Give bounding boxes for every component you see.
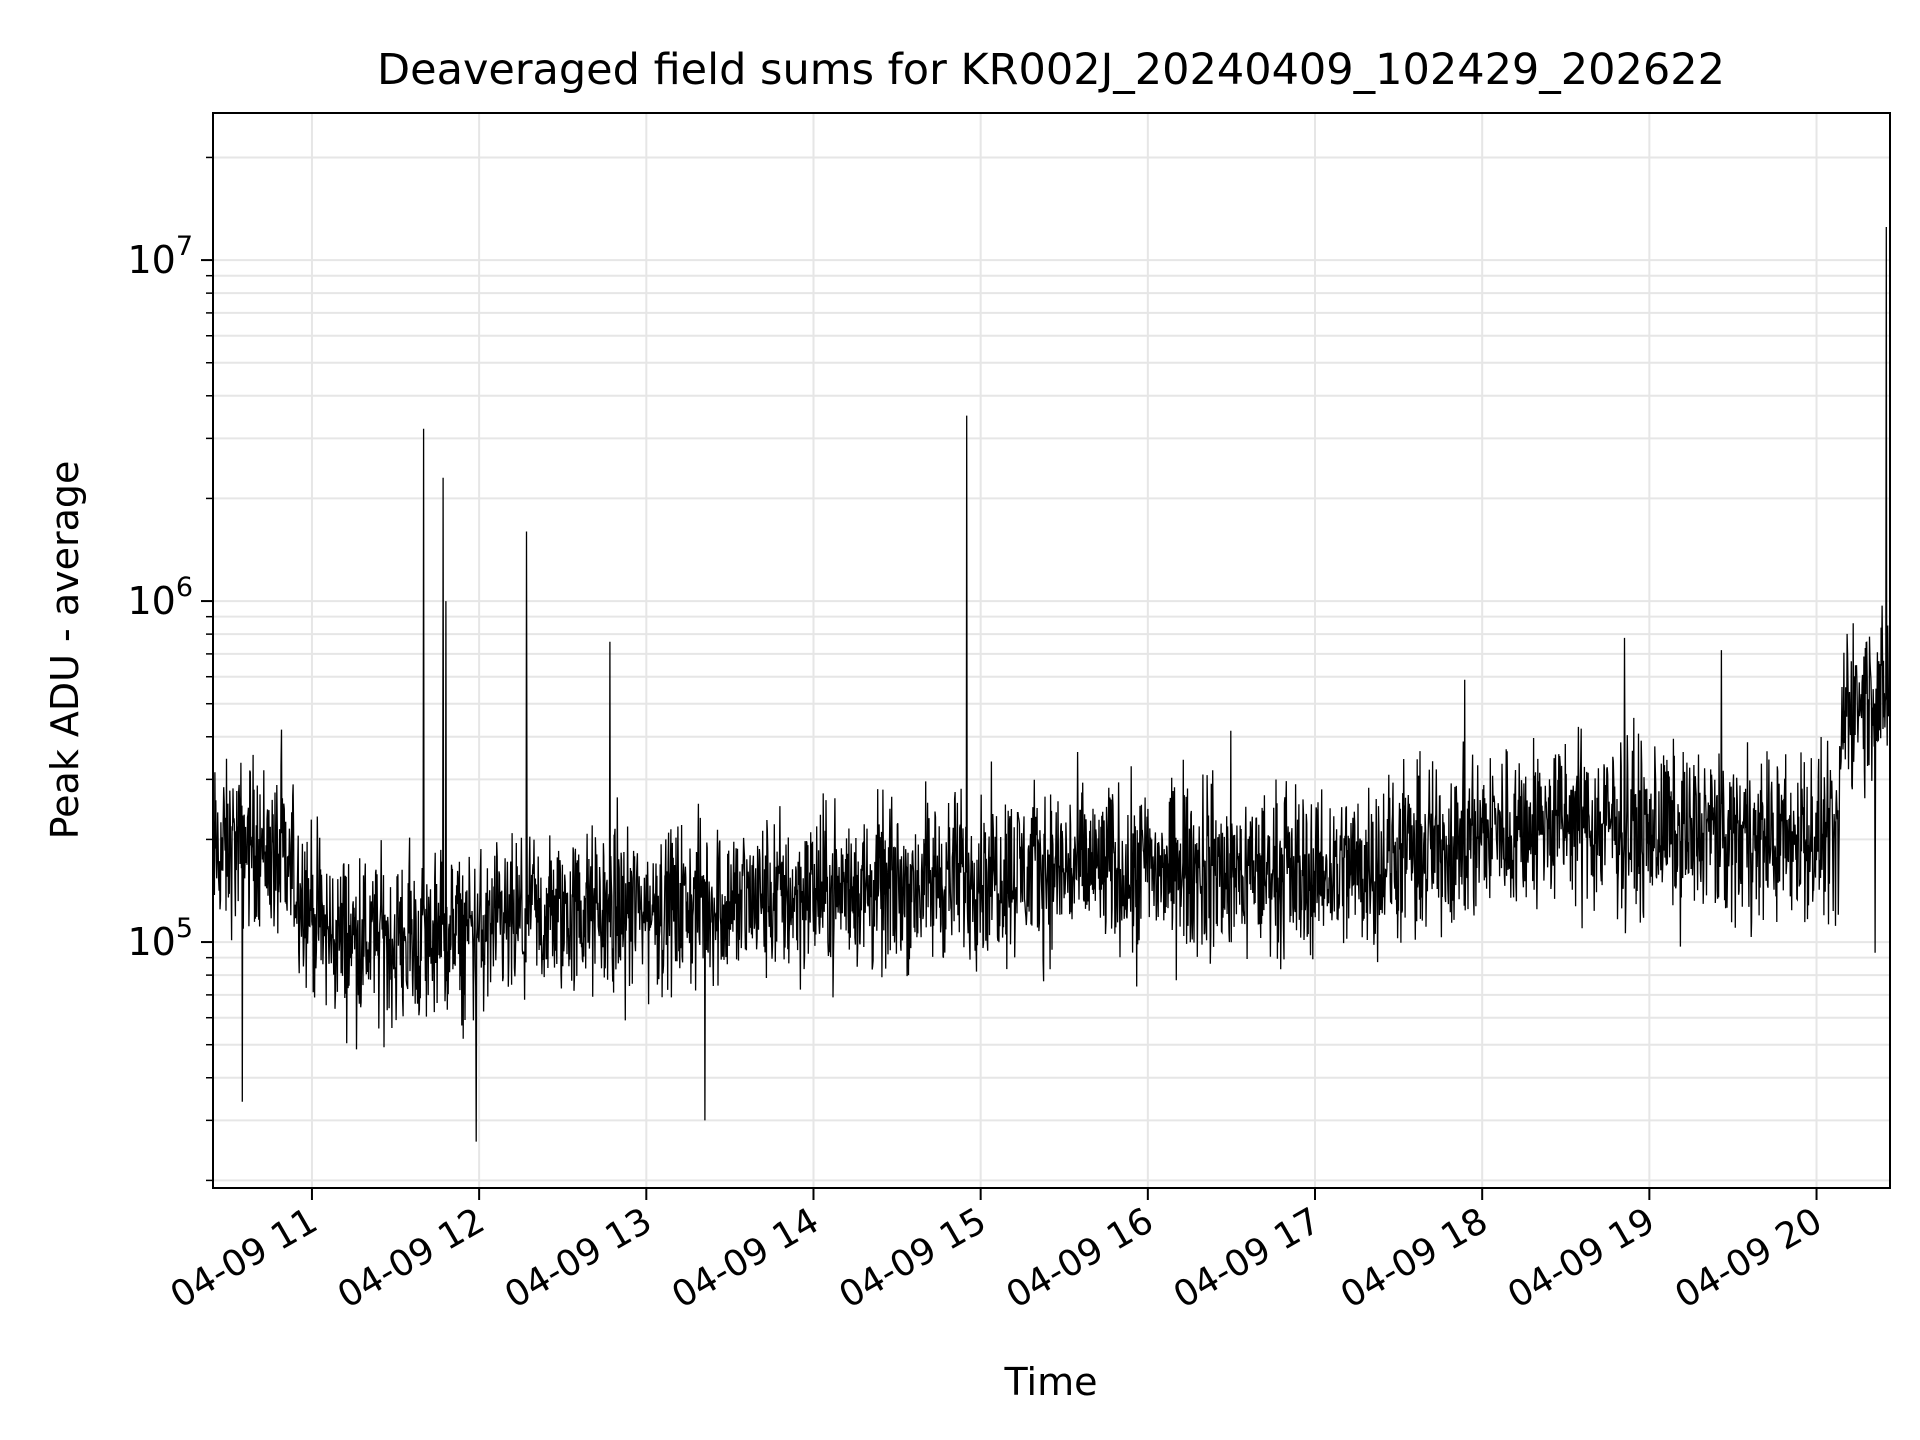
x-tick-label: 04-09 11	[164, 1200, 325, 1316]
x-tick-label: 04-09 15	[832, 1200, 993, 1316]
x-tick-label: 04-09 13	[498, 1200, 659, 1316]
tick-marks	[201, 156, 1818, 1200]
series-line-group	[212, 226, 1891, 1142]
y-tick-label: 105	[127, 913, 193, 964]
y-tick-label: 106	[127, 572, 193, 623]
y-tick-label: 107	[127, 231, 193, 282]
x-axis-label: Time	[1004, 1360, 1098, 1404]
plot-frame	[212, 112, 1891, 1189]
chart-title: Deaveraged field sums for KR002J_2024040…	[377, 45, 1725, 95]
x-tick-label: 04-09 12	[331, 1200, 492, 1316]
grid	[213, 113, 1890, 1188]
x-tick-label: 04-09 14	[665, 1200, 826, 1316]
x-tick-label: 04-09 18	[1334, 1200, 1495, 1316]
x-tick-label: 04-09 17	[1167, 1200, 1328, 1316]
x-tick-label: 04-09 19	[1501, 1200, 1662, 1316]
y-axis-label: Peak ADU - average	[43, 461, 87, 840]
series-line	[212, 226, 1891, 1142]
x-tick-label: 04-09 20	[1668, 1200, 1829, 1316]
x-tick-label: 04-09 16	[1000, 1200, 1161, 1316]
